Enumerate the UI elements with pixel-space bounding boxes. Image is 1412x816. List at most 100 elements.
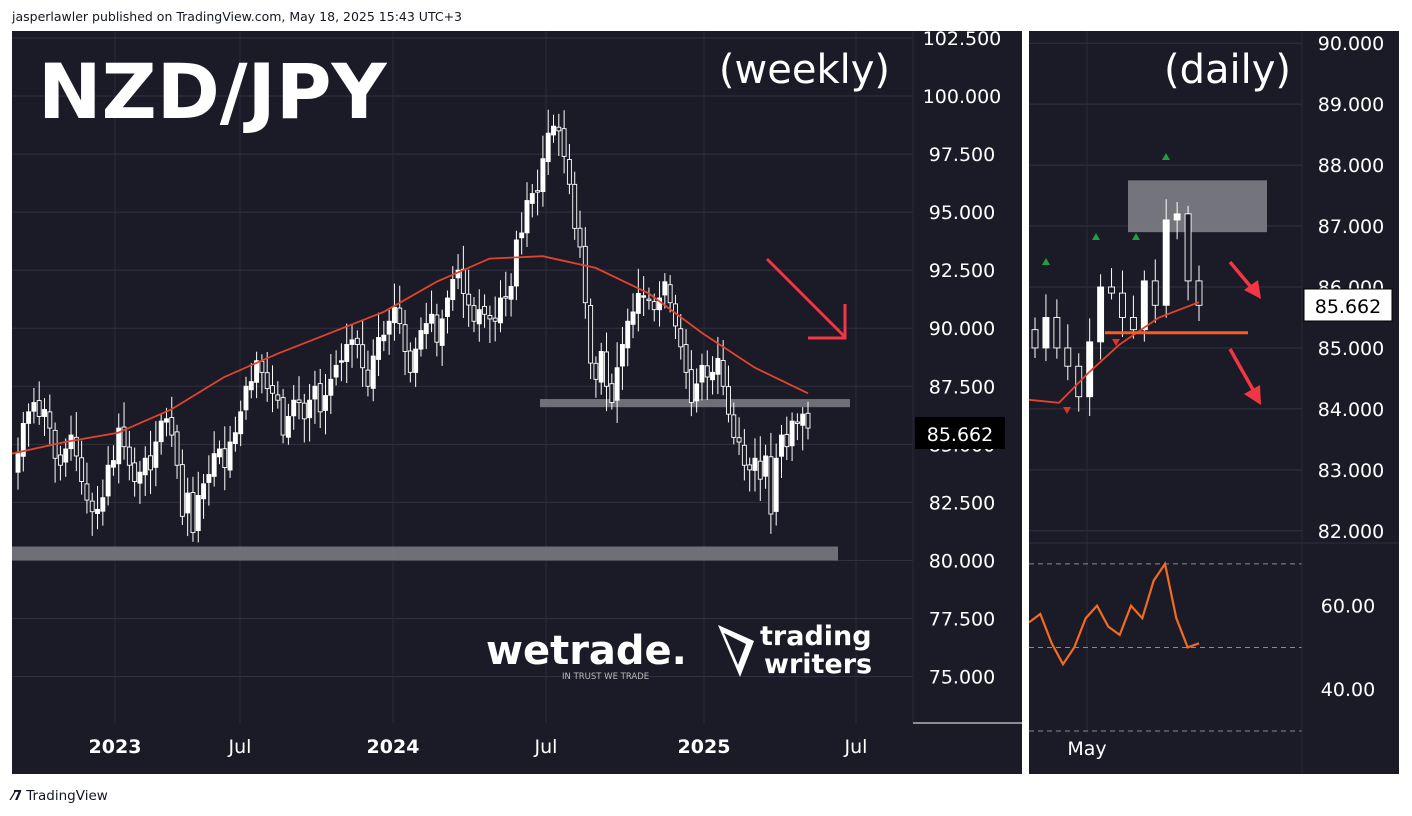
- signal-up-icon: [1042, 258, 1050, 265]
- weekly-candle-body: [31, 402, 37, 412]
- weekly-candle-body: [423, 323, 429, 335]
- weekly-price-tick-label: 97.500: [929, 144, 995, 166]
- weekly-support-zone-80: [12, 546, 838, 561]
- weekly-candle-body: [36, 400, 42, 417]
- daily-timeframe-label: (daily): [1164, 47, 1291, 93]
- svg-text:trading: trading: [760, 621, 872, 652]
- weekly-candle-body: [301, 402, 307, 420]
- weekly-candle-body: [84, 483, 90, 501]
- weekly-candle-body: [678, 328, 684, 348]
- daily-indicator-axis[interactable]: 60.00 40.00: [1321, 596, 1375, 702]
- weekly-candle-body: [227, 441, 233, 471]
- weekly-candle-body: [800, 413, 806, 426]
- weekly-candle-body: [508, 285, 514, 300]
- weekly-price-tick-label: 92.500: [929, 260, 995, 282]
- weekly-candle-body: [42, 409, 47, 417]
- weekly-candle-body: [805, 412, 811, 429]
- weekly-candle-body: [683, 344, 689, 373]
- weekly-price-tick-label: 87.500: [929, 376, 995, 398]
- weekly-candle-body: [323, 395, 328, 411]
- weekly-candle-body: [317, 383, 323, 413]
- weekly-gridlines: [12, 31, 913, 723]
- weekly-candle-body: [26, 411, 32, 424]
- weekly-candle-body: [593, 362, 599, 380]
- weekly-candle-body: [137, 471, 143, 484]
- weekly-candle-body: [630, 311, 636, 325]
- weekly-candle-body: [248, 381, 254, 391]
- weekly-candle-body: [238, 411, 244, 435]
- weekly-moving-average-line: [12, 255, 809, 455]
- weekly-candle-body: [688, 369, 694, 403]
- weekly-candle-body: [445, 297, 450, 317]
- weekly-candle-body: [338, 360, 344, 363]
- weekly-candle-body: [164, 418, 169, 423]
- daily-last-price-value: 85.662: [1315, 296, 1381, 318]
- weekly-candle-body: [264, 372, 270, 390]
- weekly-candle-body: [429, 313, 435, 324]
- tradingview-logo-icon: ⁄7: [12, 788, 22, 804]
- daily-price-tick-label: 87.000: [1318, 216, 1384, 238]
- weekly-price-axis[interactable]: 102.500 100.000 97.500 95.000 92.500 90.000 87…: [923, 31, 1002, 689]
- daily-candle-body: [1173, 213, 1181, 221]
- footer-brand: TradingView: [26, 788, 108, 804]
- weekly-candle-body: [535, 190, 541, 193]
- daily-chart-panel[interactable]: (daily) 90.000 89.000 88.000 87.000 86.000 85…: [1029, 31, 1399, 774]
- wetrade-logo: wetrade. IN TRUST WE TRADE: [486, 628, 687, 682]
- weekly-candle-body: [540, 158, 546, 193]
- daily-price-tick-label: 84.000: [1318, 399, 1384, 421]
- weekly-candle-body: [190, 492, 196, 534]
- daily-price-tick-label: 83.000: [1318, 460, 1384, 482]
- weekly-candle-body: [407, 350, 413, 373]
- weekly-candle-body: [365, 369, 371, 387]
- weekly-candle-body: [450, 279, 456, 301]
- weekly-candle-body: [79, 457, 85, 482]
- weekly-candle-body: [487, 315, 493, 320]
- daily-candle-body: [1184, 213, 1192, 282]
- weekly-candle-body: [174, 431, 180, 466]
- weekly-candle-body: [694, 383, 700, 402]
- weekly-candle-body: [545, 132, 551, 163]
- weekly-candle-body: [354, 337, 360, 345]
- weekly-candle-body: [614, 367, 620, 401]
- weekly-candle-body: [720, 360, 726, 387]
- weekly-chart[interactable]: NZD/JPY (weekly) wetrade. IN TRUST WE TR…: [12, 31, 1022, 774]
- weekly-candle-body: [360, 344, 366, 369]
- weekly-time-axis[interactable]: 2023 Jul 2024 Jul 2025 Jul: [89, 736, 868, 758]
- weekly-candle-body: [741, 444, 747, 466]
- weekly-candle-body: [768, 456, 774, 515]
- daily-candle-body: [1151, 280, 1159, 306]
- daily-price-axis[interactable]: 90.00089.00088.00087.00086.00085.00084.0…: [1318, 33, 1384, 543]
- signal-up-icon: [1132, 233, 1140, 240]
- weekly-candle-body: [482, 305, 488, 315]
- daily-candle-body: [1053, 317, 1061, 349]
- weekly-candle-body: [752, 457, 758, 471]
- weekly-candle-body: [211, 453, 217, 477]
- weekly-candle-body: [757, 460, 763, 480]
- weekly-price-tick-label: 95.000: [929, 202, 995, 224]
- weekly-candle-body: [418, 330, 424, 350]
- daily-gridlines: [1029, 31, 1302, 731]
- weekly-candle-body: [625, 320, 631, 349]
- weekly-time-tick-label: 2023: [89, 736, 142, 758]
- weekly-candle-body: [285, 416, 291, 438]
- daily-time-axis[interactable]: May: [1067, 738, 1106, 760]
- weekly-candle-body: [158, 420, 164, 443]
- weekly-candle-body: [206, 474, 212, 483]
- weekly-time-tick-label: 2024: [367, 736, 420, 758]
- weekly-candle-body: [784, 434, 790, 448]
- daily-candle-body: [1042, 317, 1050, 349]
- weekly-candle-body: [153, 441, 159, 468]
- weekly-candle-body: [105, 464, 111, 497]
- weekly-candle-body: [349, 339, 355, 345]
- weekly-candle-body: [232, 432, 238, 445]
- daily-chart[interactable]: (daily) 90.00089.00088.00087.00086.00085…: [1029, 31, 1399, 774]
- weekly-candle-body: [651, 301, 657, 311]
- daily-candle-body: [1108, 286, 1115, 294]
- weekly-candle-body: [492, 317, 498, 322]
- weekly-candle-body: [635, 292, 641, 314]
- weekly-candle-body: [116, 427, 122, 465]
- daily-candle-body: [1195, 280, 1203, 306]
- signal-up-icon: [1162, 153, 1170, 160]
- weekly-chart-panel[interactable]: NZD/JPY (weekly) wetrade. IN TRUST WE TR…: [12, 31, 1022, 774]
- daily-candle-body: [1064, 347, 1072, 367]
